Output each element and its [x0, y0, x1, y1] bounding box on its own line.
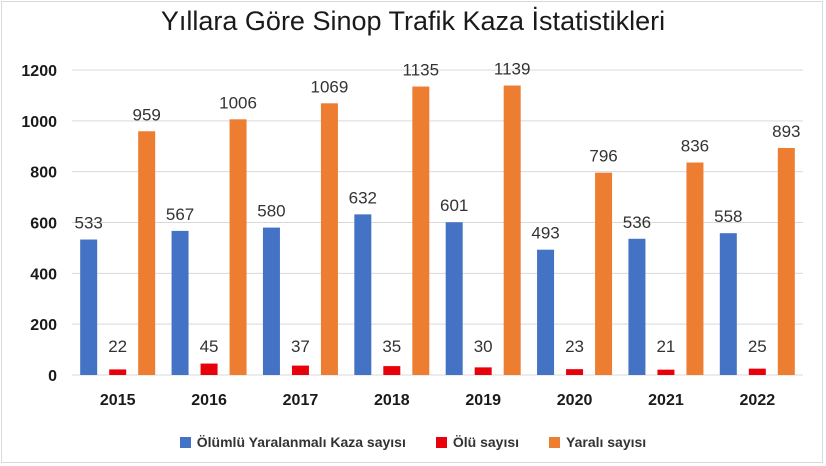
data-label: 836: [681, 137, 709, 156]
bar: [777, 148, 795, 375]
bar: [383, 366, 401, 375]
x-tick-label: 2018: [374, 392, 410, 409]
bar: [474, 367, 492, 375]
y-tick-label: 1200: [21, 63, 57, 80]
bar: [686, 162, 704, 375]
legend-item-deaths: Ölü sayısı: [435, 434, 520, 450]
x-tick-label: 2022: [740, 392, 776, 409]
legend-item-injured: Yaralı sayısı: [549, 434, 646, 450]
bar: [354, 214, 372, 375]
bar: [200, 363, 218, 375]
legend-swatch-deaths: [435, 436, 447, 448]
bars: [80, 85, 795, 376]
data-label: 1069: [311, 77, 349, 96]
data-label: 1006: [219, 93, 257, 112]
y-tick-label: 200: [30, 317, 57, 334]
legend-label-deaths: Ölü sayısı: [452, 434, 520, 450]
data-label: 37: [291, 337, 310, 356]
data-label: 601: [440, 196, 468, 215]
data-label: 632: [349, 188, 377, 207]
data-label: 558: [714, 207, 742, 226]
legend-label-injured: Yaralı sayısı: [566, 434, 647, 450]
bar: [657, 369, 675, 375]
x-tick-label: 2020: [557, 392, 593, 409]
legend-swatch-injured: [549, 436, 561, 448]
data-label: 25: [748, 337, 767, 356]
data-label: 580: [257, 202, 285, 221]
data-label: 22: [108, 337, 127, 356]
data-label: 959: [133, 105, 161, 124]
data-labels: 533 22 959 567 45 1006 580 37 1069 632 35 1135 601 30…: [75, 60, 801, 356]
x-tick-label: 2017: [283, 392, 319, 409]
data-label: 533: [75, 214, 103, 233]
bar: [537, 249, 555, 375]
grid-lines: [72, 69, 803, 376]
y-tick-label: 0: [48, 368, 57, 385]
legend-item-accidents: Ölümlü Yaralanmalı Kaza sayısı: [179, 434, 406, 450]
data-label: 1139: [494, 60, 531, 79]
bar: [291, 365, 309, 375]
bar: [503, 85, 521, 376]
bar: [320, 103, 338, 375]
bar: [628, 238, 646, 375]
data-label: 1135: [403, 61, 440, 80]
data-label: 30: [474, 337, 493, 356]
x-tick-label: 2019: [465, 392, 501, 409]
y-tick-label: 400: [30, 266, 57, 283]
bar: [109, 369, 127, 375]
legend: Ölümlü Yaralanmalı Kaza sayısı Ölü sayıs…: [0, 434, 826, 450]
bar: [445, 222, 463, 375]
data-label: 796: [589, 147, 617, 166]
bar: [229, 119, 247, 375]
legend-label-accidents: Ölümlü Yaralanmalı Kaza sayısı: [196, 434, 406, 450]
bar: [80, 239, 98, 375]
y-tick-label: 800: [30, 165, 57, 182]
legend-swatch-accidents: [179, 436, 191, 448]
chart-title: Yıllara Göre Sinop Trafik Kaza İstatisti…: [160, 6, 666, 36]
data-label: 893: [772, 122, 800, 141]
x-tick-label: 2021: [648, 392, 684, 409]
x-tick-label: 2016: [191, 392, 227, 409]
y-axis-ticks: 0 200 400 600 800 1000 1200: [21, 63, 57, 385]
bar: [171, 230, 189, 375]
bar: [748, 368, 766, 375]
data-label: 35: [382, 337, 401, 356]
data-label: 21: [656, 337, 675, 356]
data-label: 23: [565, 337, 584, 356]
bar: [566, 369, 584, 375]
bar: [262, 227, 280, 375]
x-axis-ticks: 2015 2016 2017 2018 2019 2020 2021 2022: [100, 392, 775, 409]
data-label: 45: [200, 337, 219, 356]
bar: [138, 131, 156, 375]
data-label: 493: [531, 224, 559, 243]
y-tick-label: 600: [30, 216, 57, 233]
bar: [412, 86, 430, 375]
bar: [595, 172, 613, 375]
x-tick-label: 2015: [100, 392, 136, 409]
y-tick-label: 1000: [21, 114, 57, 131]
data-label: 567: [166, 205, 194, 224]
data-label: 536: [623, 213, 651, 232]
bar: [719, 233, 737, 375]
